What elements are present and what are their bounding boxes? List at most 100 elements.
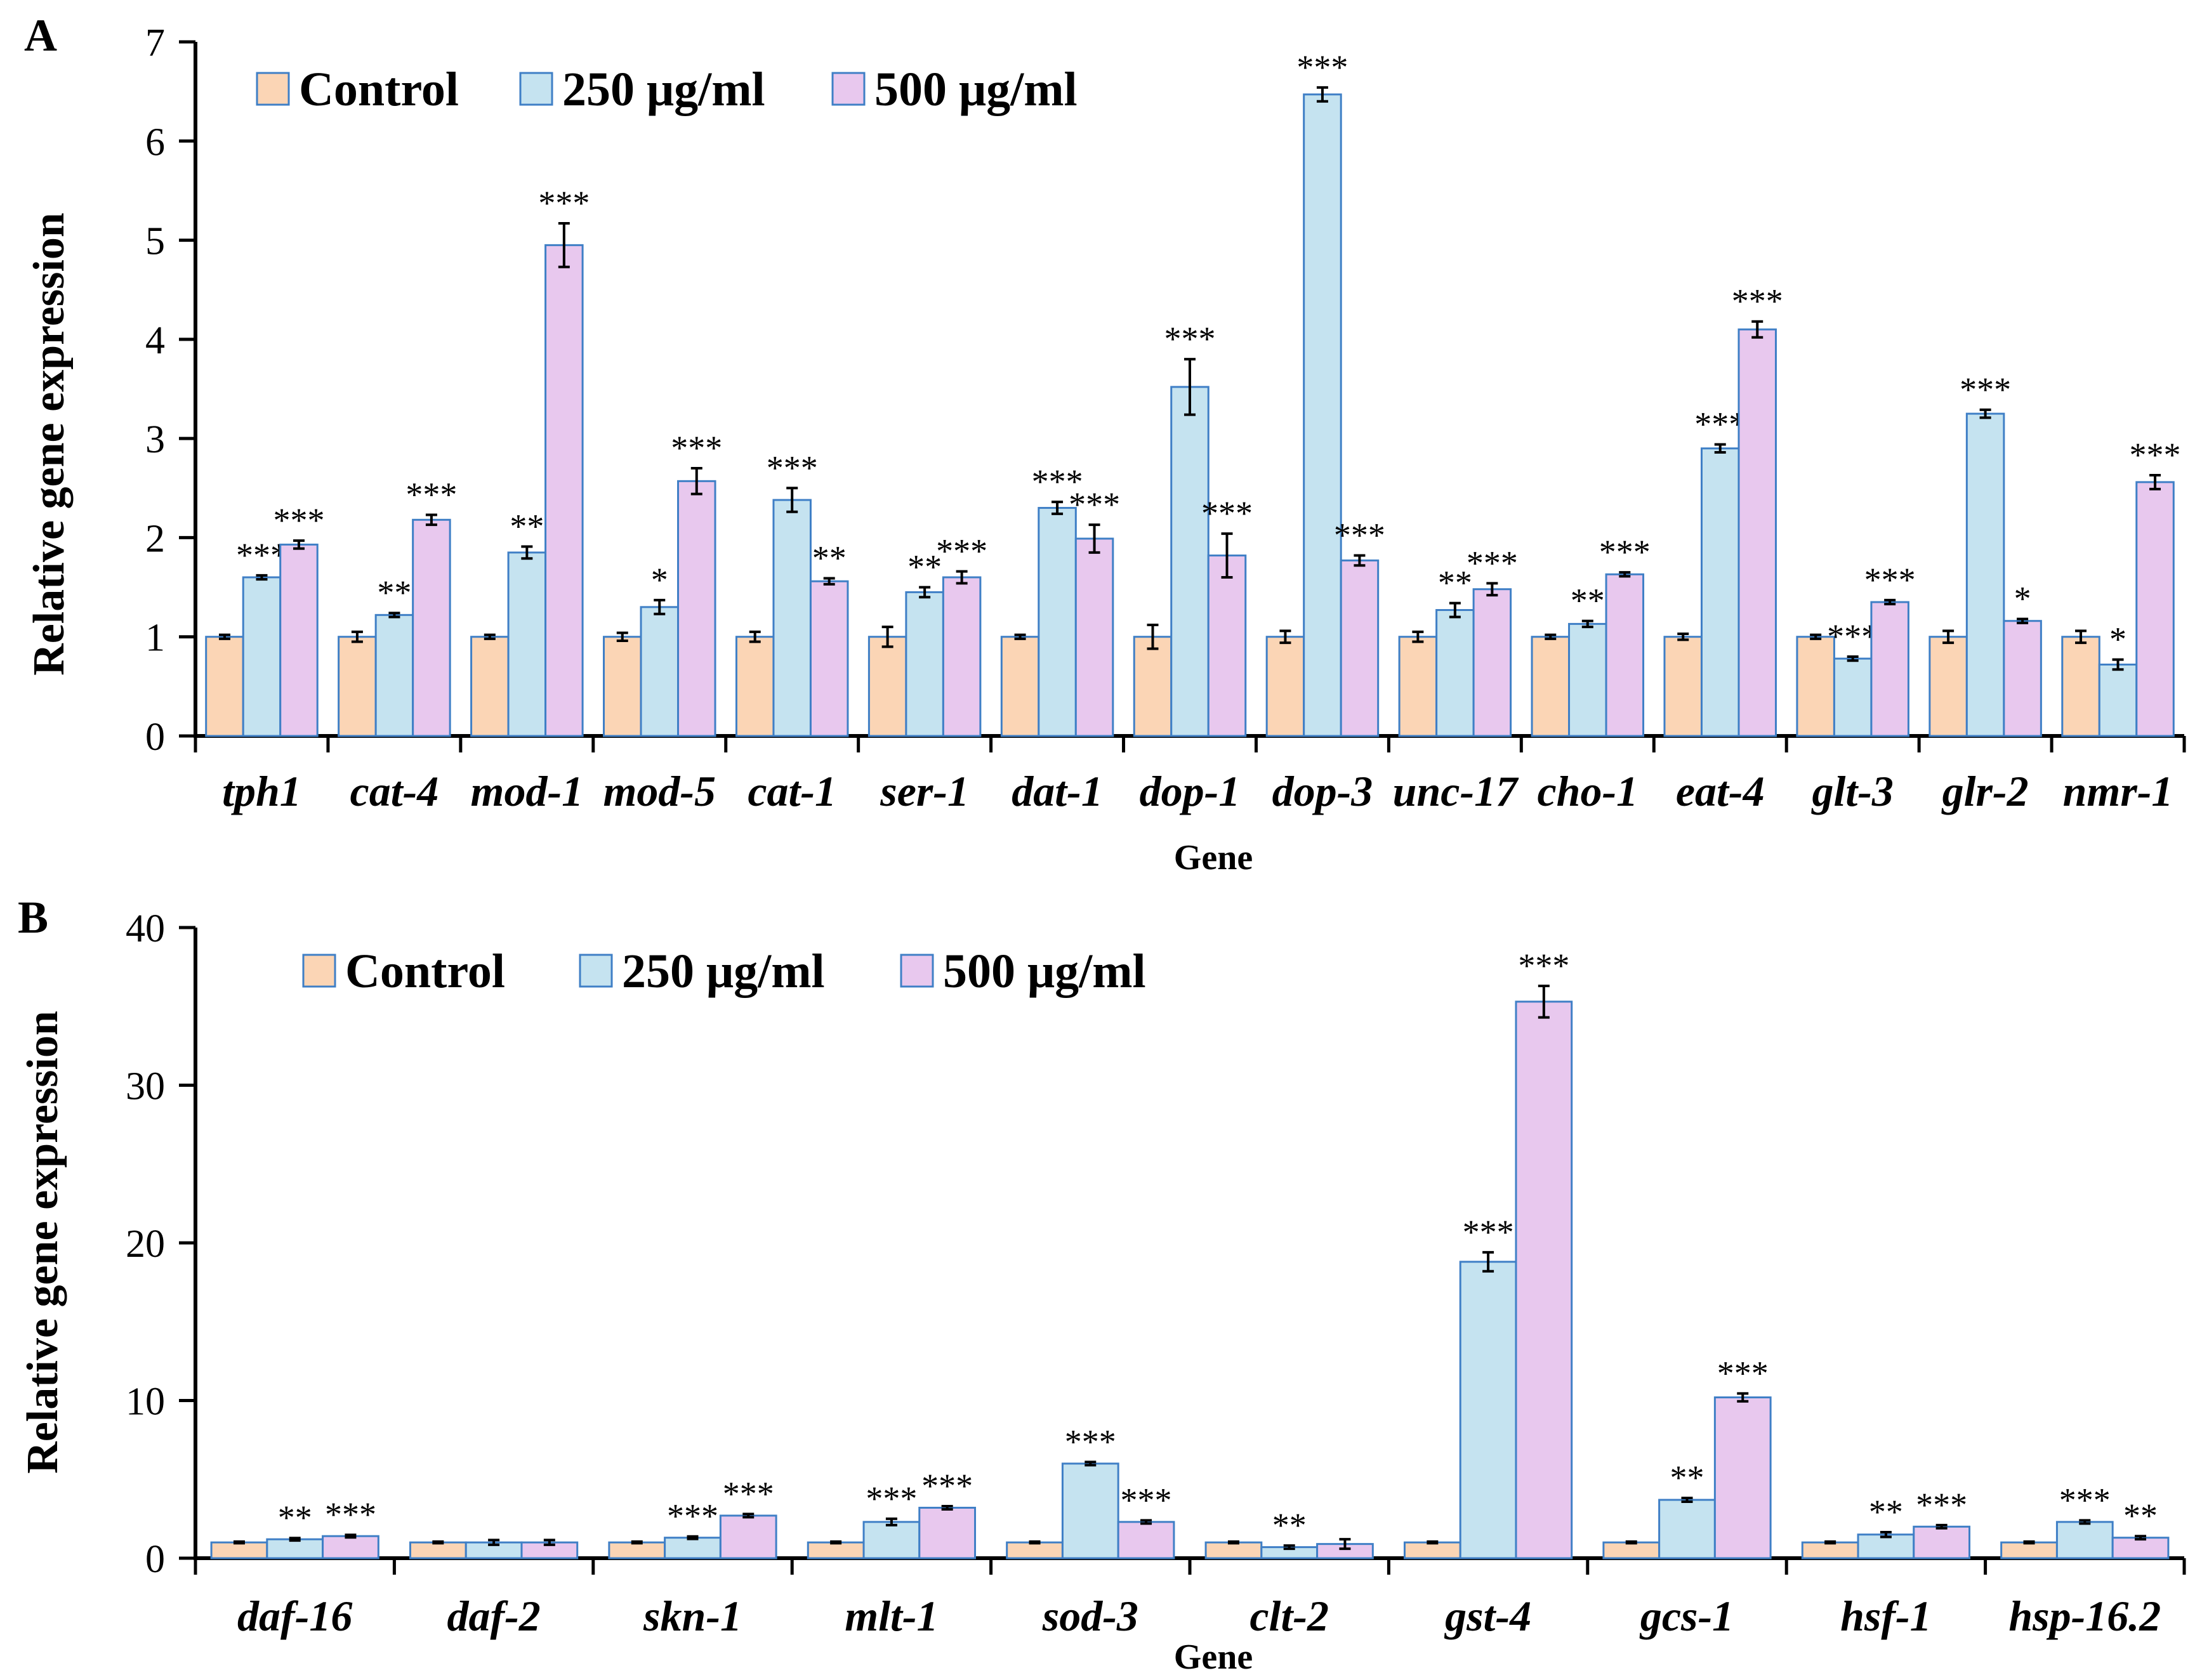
significance-label: *** (1069, 485, 1120, 523)
legend-label-500: 500 μg/ml (943, 945, 1146, 998)
bar-control-gcs-1 (1602, 1541, 1661, 1559)
bar-250-tph1 (242, 576, 282, 737)
significance-label: *** (1960, 371, 2011, 409)
error-bar (293, 539, 305, 550)
significance-label: *** (1463, 1213, 1514, 1251)
panel-a-bars: ************************* ***************… (205, 48, 2181, 737)
x-category-label: daf-2 (447, 1592, 540, 1640)
bar-500-mlt-1 (918, 1506, 977, 1559)
legend-swatch-500 (900, 954, 934, 988)
error-bar (1935, 1523, 1948, 1530)
bar-control-hsp-16.2 (2000, 1541, 2058, 1559)
x-category-label: gcs-1 (1639, 1592, 1734, 1640)
bar-control-ser-1 (867, 636, 907, 737)
y-tick-label: 0 (145, 716, 165, 759)
error-bar (345, 1533, 357, 1539)
bar-control-cho-1 (1531, 636, 1571, 737)
error-bar (558, 222, 570, 268)
significance-label: * (2109, 620, 2126, 659)
legend-label-250: 250 μg/ml (562, 63, 765, 116)
significance-label: *** (1201, 494, 1253, 532)
bar-control-daf-2 (409, 1541, 467, 1559)
error-bar (749, 630, 761, 643)
significance-label: * (651, 561, 668, 599)
significance-label: *** (1599, 533, 1651, 571)
error-bar (1884, 598, 1896, 606)
x-category-label: gst-4 (1444, 1592, 1531, 1640)
legend-swatch-control (256, 72, 290, 106)
significance-label: *** (236, 536, 287, 574)
error-bar (1449, 601, 1461, 619)
bar-control-mod-1 (470, 636, 510, 737)
significance-label: *** (325, 1495, 376, 1533)
significance-label: ** (1670, 1459, 1704, 1497)
significance-label: *** (1864, 561, 1916, 599)
error-bar (1880, 1531, 1892, 1539)
panel-b-legend: Control 250 μg/ml 500 μg/ml (302, 945, 1146, 998)
significance-label: *** (1717, 1354, 1769, 1392)
error-bar (956, 570, 968, 585)
error-bar (1088, 523, 1100, 554)
error-bar (488, 1539, 500, 1546)
bar-control-nmr-1 (2061, 636, 2100, 737)
bar-500-sod-3 (1117, 1521, 1175, 1559)
y-tick-label: 3 (145, 418, 165, 461)
bar-500-cat-1 (809, 580, 849, 737)
error-bar (881, 626, 893, 648)
legend-swatch-250 (579, 954, 613, 988)
error-bar (2075, 629, 2087, 645)
x-category-label: hsp-16.2 (2008, 1592, 2161, 1640)
x-category-label: cat-1 (748, 767, 836, 815)
error-bar (1751, 320, 1764, 339)
bar-250-eat-4 (1700, 447, 1740, 737)
bar-control-mod-5 (603, 636, 642, 737)
bar-250-hsp-16.2 (2055, 1521, 2114, 1559)
panel-a-chart: A Relative gene expression Gene 0 1 2 3 4 5 6 7… (24, 10, 2186, 877)
significance-label: ** (1438, 564, 1472, 602)
error-bar (1339, 1538, 1351, 1551)
error-bar (1737, 1392, 1749, 1403)
bar-250-gcs-1 (1658, 1499, 1716, 1559)
bar-250-mod-5 (640, 606, 680, 737)
significance-label: *** (538, 184, 590, 222)
panel-b-bars: ** *** ****** *** ************************ **… (210, 947, 2170, 1559)
error-bar (1847, 655, 1859, 662)
error-bar (1545, 633, 1557, 640)
bar-500-gcs-1 (1713, 1396, 1772, 1559)
bar-500-daf-16 (322, 1535, 379, 1559)
significance-label: ** (812, 539, 847, 577)
significance-label: *** (671, 429, 722, 467)
significance-label: *** (1467, 544, 1518, 582)
y-tick-label: 1 (145, 617, 165, 660)
bar-250-cat-4 (374, 614, 414, 737)
error-bar (2023, 1540, 2035, 1545)
y-tick-label: 20 (126, 1223, 165, 1266)
bar-250-glt-3 (1833, 657, 1873, 737)
x-category-label: mod-1 (471, 767, 584, 815)
error-bar (1538, 984, 1550, 1019)
y-tick-label: 2 (145, 517, 165, 560)
significance-label: * (2014, 580, 2031, 618)
significance-label: *** (2059, 1481, 2111, 1519)
x-category-label: glr-2 (1941, 767, 2029, 815)
error-bar (1625, 1540, 1637, 1545)
bar-control-dat-1 (1000, 636, 1040, 737)
x-category-label: dat-1 (1012, 767, 1103, 815)
legend-label-control: Control (345, 945, 505, 998)
significance-label: *** (1164, 320, 1216, 358)
bar-control-dop-1 (1133, 636, 1173, 737)
y-tick-label: 7 (145, 22, 165, 65)
error-bar (823, 577, 835, 586)
bar-500-mod-5 (677, 480, 716, 737)
bar-control-unc-17 (1398, 636, 1438, 737)
legend-swatch-500 (831, 72, 866, 106)
significance-label: ** (2123, 1497, 2158, 1535)
bar-500-ser-1 (942, 576, 982, 737)
bar-250-gst-4 (1459, 1261, 1517, 1559)
significance-label: *** (1916, 1486, 1967, 1524)
bar-control-hsf-1 (1801, 1541, 1859, 1559)
error-bar (1147, 623, 1159, 650)
panel-b-chart: B Relative gene expression Gene 0 10 20 30 4… (18, 892, 2186, 1677)
x-category-label: sod-3 (1042, 1592, 1138, 1640)
